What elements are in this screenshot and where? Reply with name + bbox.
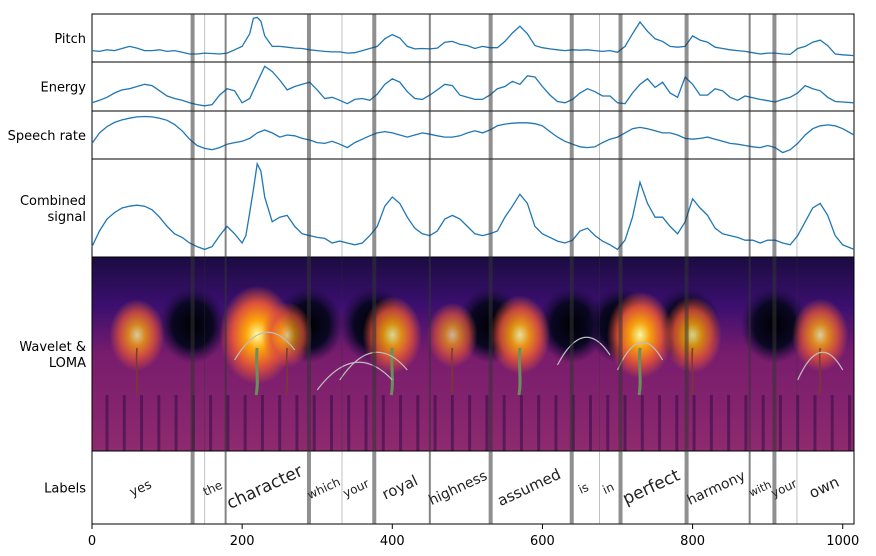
row-label-energy: Energy [40,81,86,96]
loma-arc [797,351,844,381]
combined-signal-panel [91,158,855,258]
wavelet-peak [792,298,849,372]
loma-arc [234,331,296,361]
speech-rate-line [91,115,855,154]
combined-signal-line [91,161,855,251]
x-tick-label: 600 [530,534,555,549]
row-label-combined: signal [48,210,86,225]
wavelet-peak [606,291,674,379]
energy-line [91,65,855,107]
x-tick-label: 0 [88,534,96,549]
loma-trace [517,347,522,396]
loma-trace [285,347,289,396]
loma-arc [556,336,611,366]
pitch-panel [91,13,855,63]
loma-trace [818,347,822,396]
loma-trace [637,347,642,396]
x-tick-label: 400 [380,534,405,549]
row-label-wavelet: Wavelet & [19,340,86,355]
loma-trace [135,347,138,396]
loma-trace [450,347,454,396]
row-label-pitch: Pitch [54,32,86,47]
wavelet-peak [489,295,551,375]
wavelet-peak [427,302,478,368]
pitch-line [91,16,855,57]
wavelet-peak [663,297,722,373]
x-tick-label: 1000 [826,534,859,549]
row-label-labels: Labels [44,482,86,497]
row-label-combined: Combined [20,194,86,209]
speech-rate-panel [91,110,855,160]
x-tick-label: 200 [230,534,255,549]
loma-trace [254,347,259,396]
wavelet-peak [109,299,165,371]
loma-trace [690,347,694,396]
word-label: in [600,480,616,497]
row-label-wavelet: LOMA [49,356,86,371]
energy-panel [91,61,855,112]
x-axis: 0 200 400 600 800 1000 [88,524,859,549]
row-label-rate: Speech rate [8,129,86,144]
loma-trace [389,347,394,396]
boundary-lines [190,14,798,524]
wavelet-panel [92,257,854,451]
wavelet-peak [362,296,422,374]
x-tick-label: 800 [680,534,705,549]
wavelet-peak [261,302,313,368]
